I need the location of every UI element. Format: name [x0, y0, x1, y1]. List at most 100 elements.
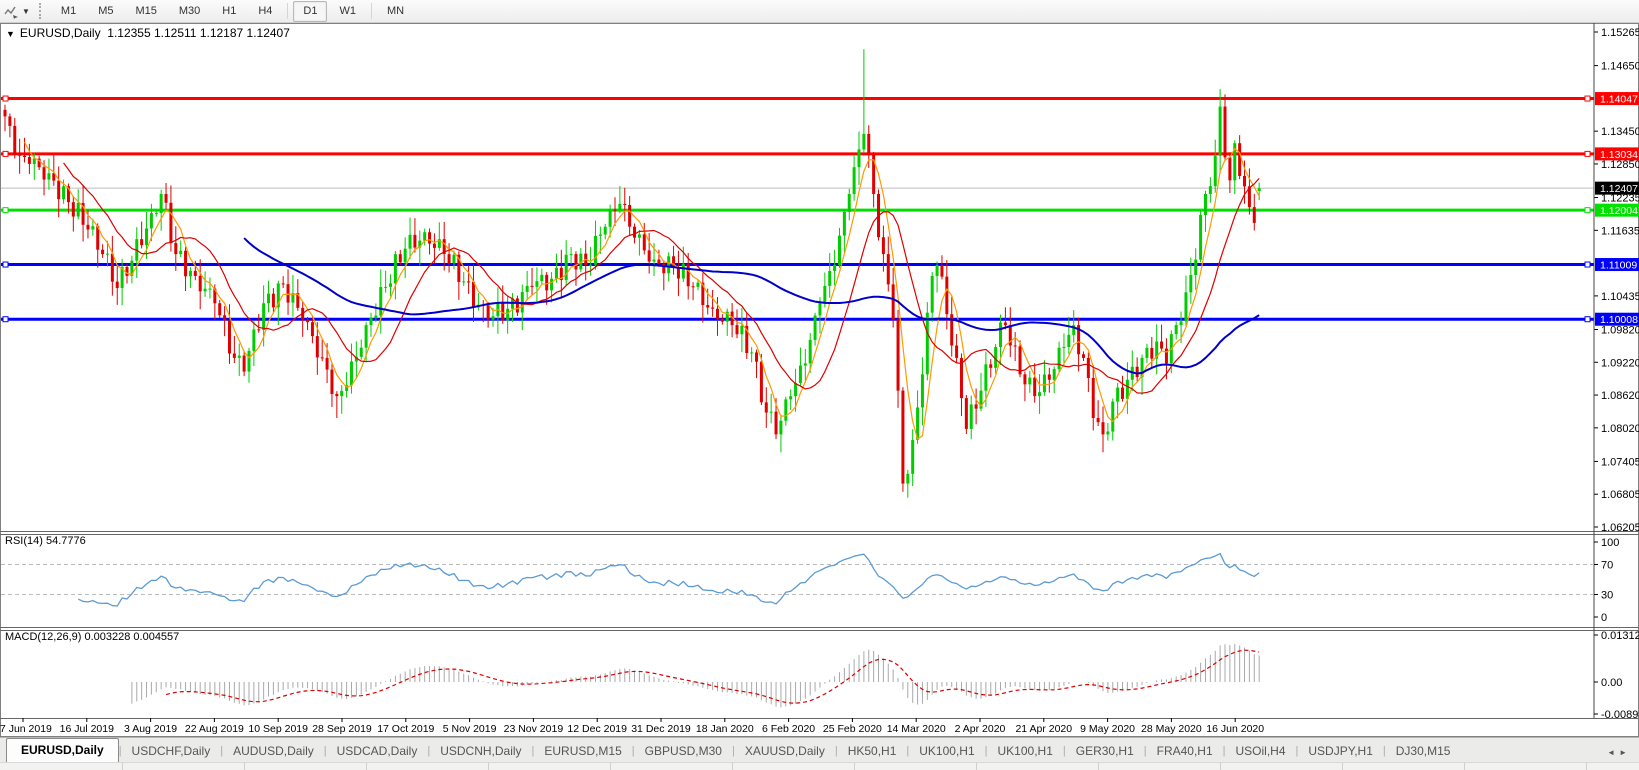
chart-ohlc-values: 1.12355 1.12511 1.12187 1.12407	[107, 26, 290, 40]
tab-xauusd-daily[interactable]: XAUUSD,Daily	[744, 744, 825, 758]
svg-text:1.10008: 1.10008	[1600, 314, 1638, 326]
timeframe-button-h4[interactable]: H4	[258, 4, 273, 17]
scroll-right-icon[interactable]: ►	[1619, 748, 1631, 757]
tab-uk100-h1[interactable]: UK100,H1	[997, 744, 1053, 758]
rsi-indicator-label: RSI(14) 54.7776	[5, 535, 86, 547]
chart-canvas[interactable]: 1.15265 1.14650 1.13450 1.12850 1.12235 1.116…	[0, 23, 1639, 737]
svg-text:9 May 2020: 9 May 2020	[1080, 723, 1135, 735]
status-separator	[976, 763, 977, 770]
svg-text:0.00: 0.00	[1601, 677, 1622, 689]
tab-eurusd-daily[interactable]: EURUSD,Daily	[6, 738, 119, 762]
tab-separator: |	[834, 745, 838, 757]
chart-symbol-label: EURUSD,Daily	[19, 26, 101, 40]
tab-separator: |	[531, 745, 535, 757]
tab-audusd-daily[interactable]: AUDUSD,Daily	[233, 744, 314, 758]
toolbar-separator	[287, 3, 289, 19]
tab-usdcad-daily[interactable]: USDCAD,Daily	[336, 744, 418, 758]
svg-text:28 May 2020: 28 May 2020	[1141, 723, 1202, 735]
tab-dj30-m15[interactable]: DJ30,M15	[1395, 744, 1451, 758]
tab-eurusd-m15[interactable]: EURUSD,M15	[544, 744, 622, 758]
svg-text:1.14650: 1.14650	[1601, 61, 1639, 73]
status-separator	[1098, 763, 1099, 770]
tab-usdjpy-h1[interactable]: USDJPY,H1	[1308, 744, 1373, 758]
svg-text:1.09820: 1.09820	[1601, 324, 1639, 336]
timeframe-button-mn[interactable]: MN	[386, 4, 405, 17]
svg-text:6 Feb 2020: 6 Feb 2020	[762, 723, 815, 735]
svg-text:22 Aug 2019: 22 Aug 2019	[185, 723, 244, 735]
svg-text:100: 100	[1601, 537, 1619, 549]
svg-text:25 Feb 2020: 25 Feb 2020	[823, 723, 882, 735]
tab-separator: |	[1382, 745, 1386, 757]
svg-text:27 Jun 2019: 27 Jun 2019	[0, 723, 52, 735]
status-separator	[1464, 763, 1465, 770]
svg-text:1.13450: 1.13450	[1601, 126, 1639, 138]
svg-text:14 Mar 2020: 14 Mar 2020	[887, 723, 946, 735]
svg-text:1.13034: 1.13034	[1600, 149, 1638, 161]
status-separator	[732, 763, 733, 770]
svg-text:1.12407: 1.12407	[1600, 183, 1638, 195]
timeframe-button-m30[interactable]: M30	[178, 4, 201, 17]
chart-tabs: EURUSD,Daily | USDCHF,Daily | AUDUSD,Daily | U…	[0, 738, 1460, 762]
tab-fra40-h1[interactable]: FRA40,H1	[1156, 744, 1213, 758]
tab-separator: |	[427, 745, 431, 757]
svg-text:1.15265: 1.15265	[1601, 27, 1639, 39]
svg-text:17 Oct 2019: 17 Oct 2019	[377, 723, 434, 735]
tab-ger30-h1[interactable]: GER30,H1	[1075, 744, 1134, 758]
svg-text:1.12850: 1.12850	[1601, 159, 1639, 171]
svg-text:1.06205: 1.06205	[1601, 522, 1639, 534]
tab-separator: |	[906, 745, 910, 757]
svg-text:1.10435: 1.10435	[1601, 291, 1639, 303]
tab-separator: |	[1143, 745, 1147, 757]
tab-scroll-arrows[interactable]: ◄►	[1607, 748, 1639, 762]
tab-usoil-h4[interactable]: USOil,H4	[1235, 744, 1286, 758]
svg-text:1.07405: 1.07405	[1601, 456, 1639, 468]
chevron-down-icon[interactable]: ▼	[22, 6, 30, 16]
scroll-left-icon[interactable]: ◄	[1607, 748, 1620, 757]
toolbar-grip[interactable]	[38, 3, 45, 19]
timeframe-button-h1[interactable]: H1	[222, 4, 237, 17]
chart-tool-button[interactable]: ▼	[0, 0, 34, 22]
tab-uk100-h1[interactable]: UK100,H1	[919, 744, 975, 758]
svg-text:16 Jun 2020: 16 Jun 2020	[1206, 723, 1264, 735]
tab-separator: |	[1062, 745, 1066, 757]
tab-separator: |	[220, 745, 224, 757]
chart-title: ▼ EURUSD,Daily 1.12355 1.12511 1.12187 1.…	[6, 26, 290, 40]
timeframe-button-m5[interactable]: M5	[98, 4, 114, 17]
svg-text:1.06805: 1.06805	[1601, 489, 1639, 501]
svg-text:31 Dec 2019: 31 Dec 2019	[631, 723, 691, 735]
timeframe-button-m1[interactable]: M1	[60, 4, 77, 17]
chart-tab-bar: EURUSD,Daily | USDCHF,Daily | AUDUSD,Daily | U…	[0, 737, 1639, 762]
status-bar	[0, 762, 1639, 770]
svg-text:1.09220: 1.09220	[1601, 357, 1639, 369]
tab-separator: |	[984, 745, 988, 757]
svg-text:30: 30	[1601, 590, 1613, 602]
tab-usdchf-daily[interactable]: USDCHF,Daily	[131, 744, 211, 758]
svg-text:1.08620: 1.08620	[1601, 390, 1639, 402]
svg-text:5 Nov 2019: 5 Nov 2019	[443, 723, 497, 735]
timeframe-button-m15[interactable]: M15	[135, 4, 157, 17]
svg-text:1.11009: 1.11009	[1600, 260, 1637, 272]
tab-gbpusd-m30[interactable]: GBPUSD,M30	[644, 744, 722, 758]
timeframe-button-w1[interactable]: W1	[339, 4, 356, 17]
svg-text:1.12235: 1.12235	[1601, 193, 1639, 205]
svg-text:16 Jul 2019: 16 Jul 2019	[60, 723, 114, 735]
toolbar-separator	[370, 3, 372, 19]
tab-hk50-h1[interactable]: HK50,H1	[847, 744, 897, 758]
chart-area: ▼ EURUSD,Daily 1.12355 1.12511 1.12187 1.…	[0, 23, 1639, 737]
svg-text:3 Aug 2019: 3 Aug 2019	[124, 723, 177, 735]
svg-text:-0.008933: -0.008933	[1601, 709, 1639, 721]
svg-text:1.08020: 1.08020	[1601, 423, 1639, 435]
chart-dropdown-icon[interactable]: ▼	[6, 29, 15, 39]
tab-separator: |	[1222, 745, 1226, 757]
svg-text:12 Dec 2019: 12 Dec 2019	[567, 723, 627, 735]
timeframe-button-d1[interactable]: D1	[293, 0, 328, 22]
svg-text:1.14047: 1.14047	[1600, 94, 1638, 106]
svg-text:70: 70	[1601, 560, 1613, 572]
tab-usdcnh-daily[interactable]: USDCNH,Daily	[440, 744, 522, 758]
tab-separator: |	[1295, 745, 1299, 757]
macd-indicator-label: MACD(12,26,9) 0.003228 0.004557	[5, 631, 180, 643]
status-separator	[244, 763, 245, 770]
status-separator	[610, 763, 611, 770]
svg-text:1.11635: 1.11635	[1601, 225, 1639, 237]
